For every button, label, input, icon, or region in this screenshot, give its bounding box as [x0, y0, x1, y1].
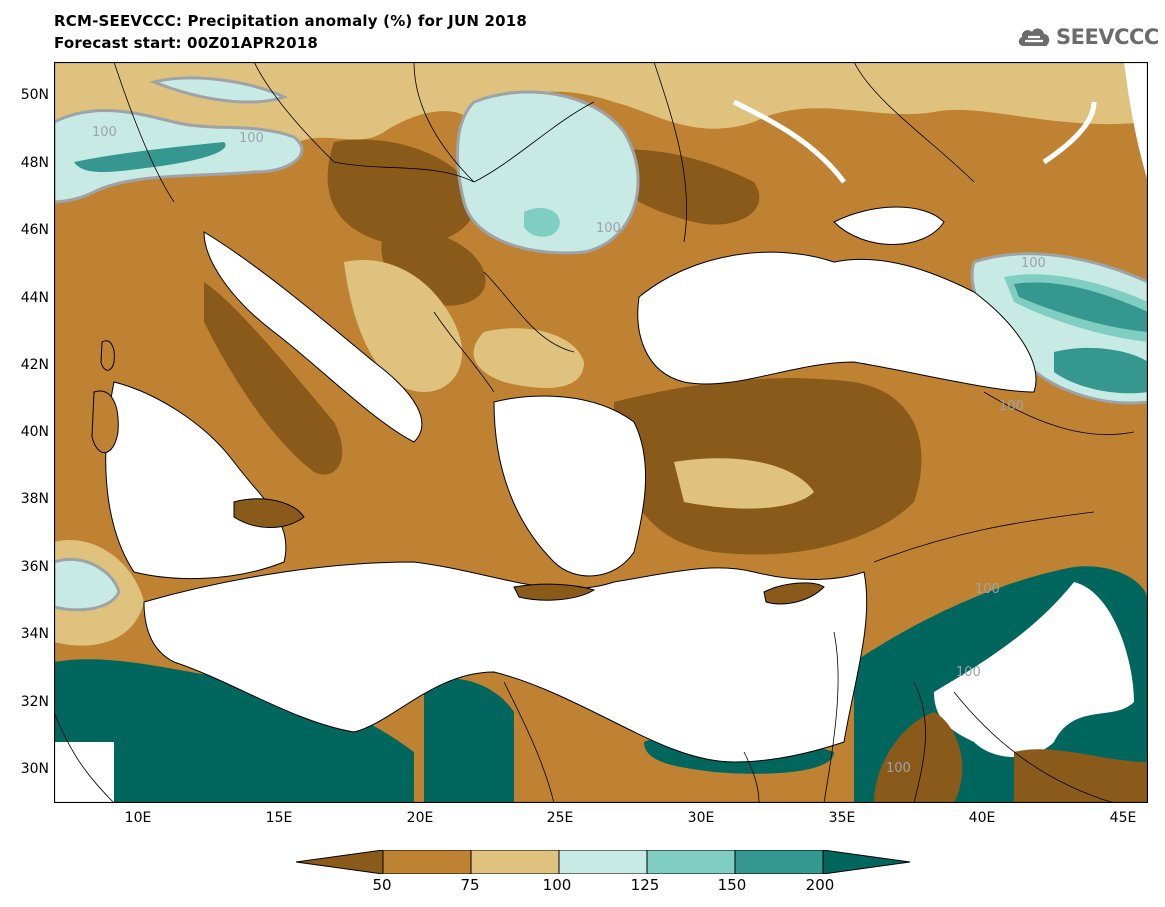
anomaly-dark-italy [204, 282, 343, 475]
lon-label: 30E [687, 810, 715, 826]
colorbar-box [734, 850, 824, 874]
anomaly-light-bulgaria [473, 328, 584, 388]
lat-label: 50N [20, 87, 49, 103]
cloud-icon [1018, 28, 1050, 46]
contour-label: 100 [92, 125, 117, 140]
colorbar-label: 125 [630, 876, 660, 894]
lat-label: 36N [20, 559, 49, 575]
colorbar-under-triangle [296, 850, 384, 874]
colorbar-over-triangle [822, 850, 910, 874]
azov-sea [833, 206, 945, 245]
map-frame [54, 62, 1148, 803]
lat-label: 34N [20, 626, 49, 642]
colorbar [296, 850, 910, 874]
lat-label: 42N [20, 357, 49, 373]
lon-label: 25E [546, 810, 574, 826]
contour-label: 100 [239, 131, 264, 146]
colorbar-box [558, 850, 648, 874]
caspian-sea-edge [1124, 62, 1148, 182]
lon-label: 35E [828, 810, 856, 826]
colorbar-box [382, 850, 472, 874]
lat-label: 46N [20, 222, 49, 238]
anomaly-200-libya [54, 659, 414, 803]
anomaly-white-mideast [934, 582, 1134, 757]
sardinia [91, 390, 119, 454]
tyrrhenian-sea [105, 381, 287, 580]
lat-label: 44N [20, 290, 49, 306]
anomaly-dark-iraq2 [1014, 749, 1148, 803]
anomaly-125-150-romania [524, 207, 560, 237]
lat-label: 38N [20, 491, 49, 507]
colorbar-label: 75 [460, 876, 480, 894]
map-title: RCM-SEEVCCC: Precipitation anomaly (%) f… [54, 12, 528, 30]
contour-label: 100 [975, 582, 1000, 597]
don-river [1042, 101, 1097, 165]
colorbar-label: 100 [542, 876, 572, 894]
crete [513, 583, 596, 601]
precipitation-anomaly-map: 100 100 100 100 100 100 100 100 [54, 62, 1148, 803]
country-borders [54, 62, 1135, 803]
colorbar-box [470, 850, 560, 874]
colorbar-label: 200 [805, 876, 835, 894]
anomaly-dark-iraq [874, 712, 963, 803]
lat-label: 30N [20, 761, 49, 777]
anomaly-75-100-north [54, 62, 1148, 172]
corsica [100, 340, 115, 371]
sicily [233, 498, 305, 528]
lon-label: 10E [124, 810, 152, 826]
black-sea [637, 251, 1037, 393]
anomaly-200-cyrenaica [424, 678, 514, 803]
mediterranean-sea [143, 561, 868, 763]
colorbar-label: 150 [717, 876, 747, 894]
lat-label: 48N [20, 155, 49, 171]
colorbar-box [646, 850, 736, 874]
anomaly-teal-georgia [1054, 347, 1148, 394]
logo-text: SEEVCCC [1056, 25, 1159, 49]
anomaly-dark-caucasus [1014, 282, 1148, 332]
contour-label: 100 [1021, 256, 1046, 271]
anomaly-white-libya [54, 742, 114, 803]
anomaly-light-balkans [344, 260, 463, 392]
forecast-start-label: Forecast start: 00Z01APR2018 [54, 34, 318, 52]
seevccc-logo: SEEVCCC [1016, 20, 1159, 54]
contour-label: 100 [956, 665, 981, 680]
lon-label: 45E [1109, 810, 1137, 826]
anomaly-100-125-romania [456, 90, 640, 255]
lat-label: 32N [20, 694, 49, 710]
aegean-sea [493, 395, 647, 577]
contour-label: 100 [886, 761, 911, 776]
lon-label: 20E [406, 810, 434, 826]
contour-label: 100 [596, 221, 621, 236]
adriatic-sea [203, 231, 423, 443]
anomaly-light-alps [149, 76, 288, 104]
colorbar-label: 50 [372, 876, 392, 894]
lat-label: 40N [20, 424, 49, 440]
anomaly-light-turkey [674, 458, 814, 509]
contour-labels: 100 100 100 100 100 100 100 100 [92, 125, 1046, 776]
lon-label: 15E [265, 810, 293, 826]
contour-label: 100 [999, 399, 1024, 414]
cyprus [763, 582, 825, 605]
anomaly-wet-tunisia [54, 557, 121, 612]
dnieper-river [732, 99, 846, 184]
lon-label: 40E [968, 810, 996, 826]
